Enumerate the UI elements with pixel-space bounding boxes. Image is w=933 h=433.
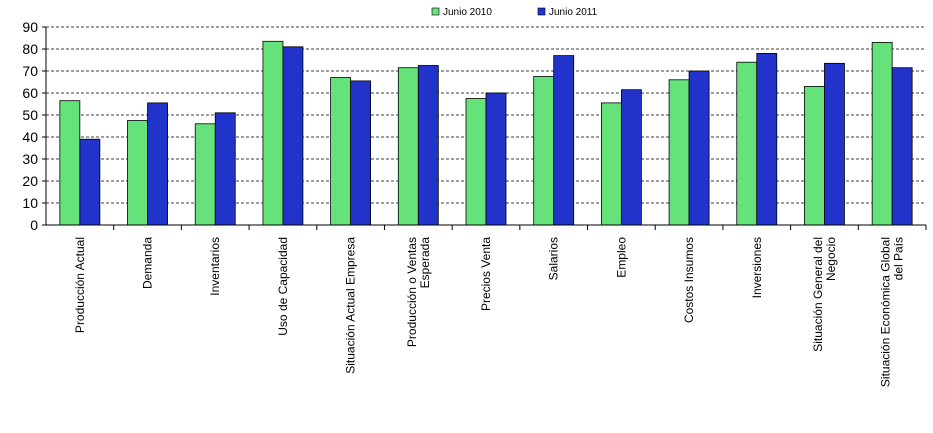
x-category-label: Producción o VentasEsperada xyxy=(405,237,432,347)
x-category-label-line: Negocio xyxy=(824,237,838,281)
bar-junio-2010 xyxy=(533,76,555,226)
bar-junio-2011 xyxy=(417,65,439,226)
bar-junio-2011 xyxy=(688,70,710,226)
x-category-label-line: Demanda xyxy=(141,237,155,289)
bar-junio-2011 xyxy=(350,80,372,226)
y-tick-label: 90 xyxy=(22,19,38,35)
x-category-label-line: Empleo xyxy=(614,237,628,278)
bar-junio-2010 xyxy=(127,120,148,226)
x-axis-labels: Producción Actual Demanda Inventarios Uso d… xyxy=(73,237,906,387)
bar-junio-2011 xyxy=(620,89,642,226)
bars xyxy=(59,40,913,226)
bar-junio-2010 xyxy=(194,123,216,226)
x-category-label-line: Salarios xyxy=(547,237,561,280)
y-tick-label: 70 xyxy=(22,63,38,79)
x-category-label: Precios Venta xyxy=(479,237,493,311)
x-category-label: Costos Insumos xyxy=(682,237,696,323)
bar-junio-2011 xyxy=(79,138,101,226)
legend-label: Junio 2010 xyxy=(443,7,492,18)
x-category-label: Demanda xyxy=(141,237,155,289)
bar-junio-2011 xyxy=(553,55,575,226)
x-category-label-line: Esperada xyxy=(418,237,432,289)
y-tick-label: 50 xyxy=(22,107,38,123)
legend-swatch xyxy=(537,7,546,16)
bar-junio-2011 xyxy=(282,46,304,226)
x-category-label-line: Situación General del xyxy=(811,237,825,352)
y-tick-label: 80 xyxy=(22,41,38,57)
bar-junio-2011 xyxy=(485,92,507,226)
x-category-label-line: Inventarios xyxy=(208,237,222,296)
bar-junio-2010 xyxy=(736,61,758,226)
bar-junio-2011 xyxy=(756,53,778,226)
bar-junio-2011 xyxy=(891,67,913,226)
x-category-label-line: Costos Insumos xyxy=(682,237,696,323)
bar-junio-2010 xyxy=(668,79,690,226)
x-category-label-line: del País xyxy=(892,237,906,280)
x-category-label-line: Inversiones xyxy=(750,237,764,298)
y-axis-ticks: 0 10 20 30 40 50 60 70 80 90 xyxy=(22,19,46,233)
bar-junio-2010 xyxy=(397,67,419,226)
legend: Junio 2010 Junio 2011 xyxy=(431,7,598,18)
y-tick-label: 20 xyxy=(22,173,38,189)
y-tick-label: 0 xyxy=(30,217,38,233)
x-category-label: Situación Actual Empresa xyxy=(344,237,358,374)
bar-junio-2010 xyxy=(871,42,893,226)
bar-junio-2010 xyxy=(600,102,622,226)
bar-junio-2010 xyxy=(262,40,284,226)
x-category-label: Situación General delNegocio xyxy=(811,237,838,352)
bar-junio-2010 xyxy=(330,77,352,226)
x-category-label-line: Uso de Capacidad xyxy=(276,237,290,336)
x-category-label: Inventarios xyxy=(208,237,222,296)
bar-junio-2010 xyxy=(465,98,487,226)
x-category-label: Situación Económica Globaldel País xyxy=(879,237,906,387)
legend-label: Junio 2011 xyxy=(549,7,598,18)
x-category-label-line: Situación Económica Global xyxy=(879,237,893,387)
x-category-label: Salarios xyxy=(547,237,561,280)
x-category-label-line: Producción o Ventas xyxy=(405,237,419,347)
x-category-label: Empleo xyxy=(614,237,628,278)
x-category-label: Producción Actual xyxy=(73,237,87,333)
x-category-label: Inversiones xyxy=(750,237,764,298)
x-category-label-line: Producción Actual xyxy=(73,237,87,333)
axes xyxy=(45,27,927,230)
legend-swatch xyxy=(431,7,440,16)
x-category-label-line: Precios Venta xyxy=(479,237,493,311)
y-tick-label: 30 xyxy=(22,151,38,167)
y-tick-label: 60 xyxy=(22,85,38,101)
bar-junio-2011 xyxy=(214,112,236,226)
bar-junio-2010 xyxy=(804,86,825,226)
x-category-label: Uso de Capacidad xyxy=(276,237,290,336)
bar-junio-2011 xyxy=(824,62,845,226)
y-tick-label: 10 xyxy=(22,195,38,211)
bar-junio-2010 xyxy=(59,100,81,226)
bar-junio-2011 xyxy=(147,102,168,226)
x-category-label-line: Situación Actual Empresa xyxy=(344,237,358,374)
y-tick-label: 40 xyxy=(22,129,38,145)
